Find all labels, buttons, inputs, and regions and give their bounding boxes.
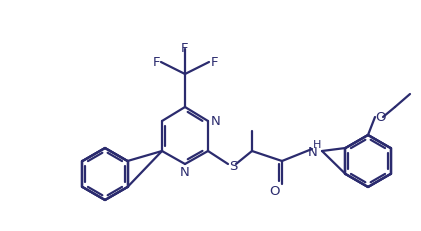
Text: N: N	[308, 146, 318, 159]
Text: H: H	[313, 139, 321, 149]
Text: S: S	[229, 159, 237, 172]
Text: O: O	[269, 185, 279, 198]
Text: N: N	[180, 166, 190, 179]
Text: F: F	[210, 56, 218, 69]
Text: F: F	[181, 42, 189, 55]
Text: F: F	[152, 56, 160, 69]
Text: O: O	[375, 111, 385, 124]
Text: N: N	[211, 115, 221, 128]
